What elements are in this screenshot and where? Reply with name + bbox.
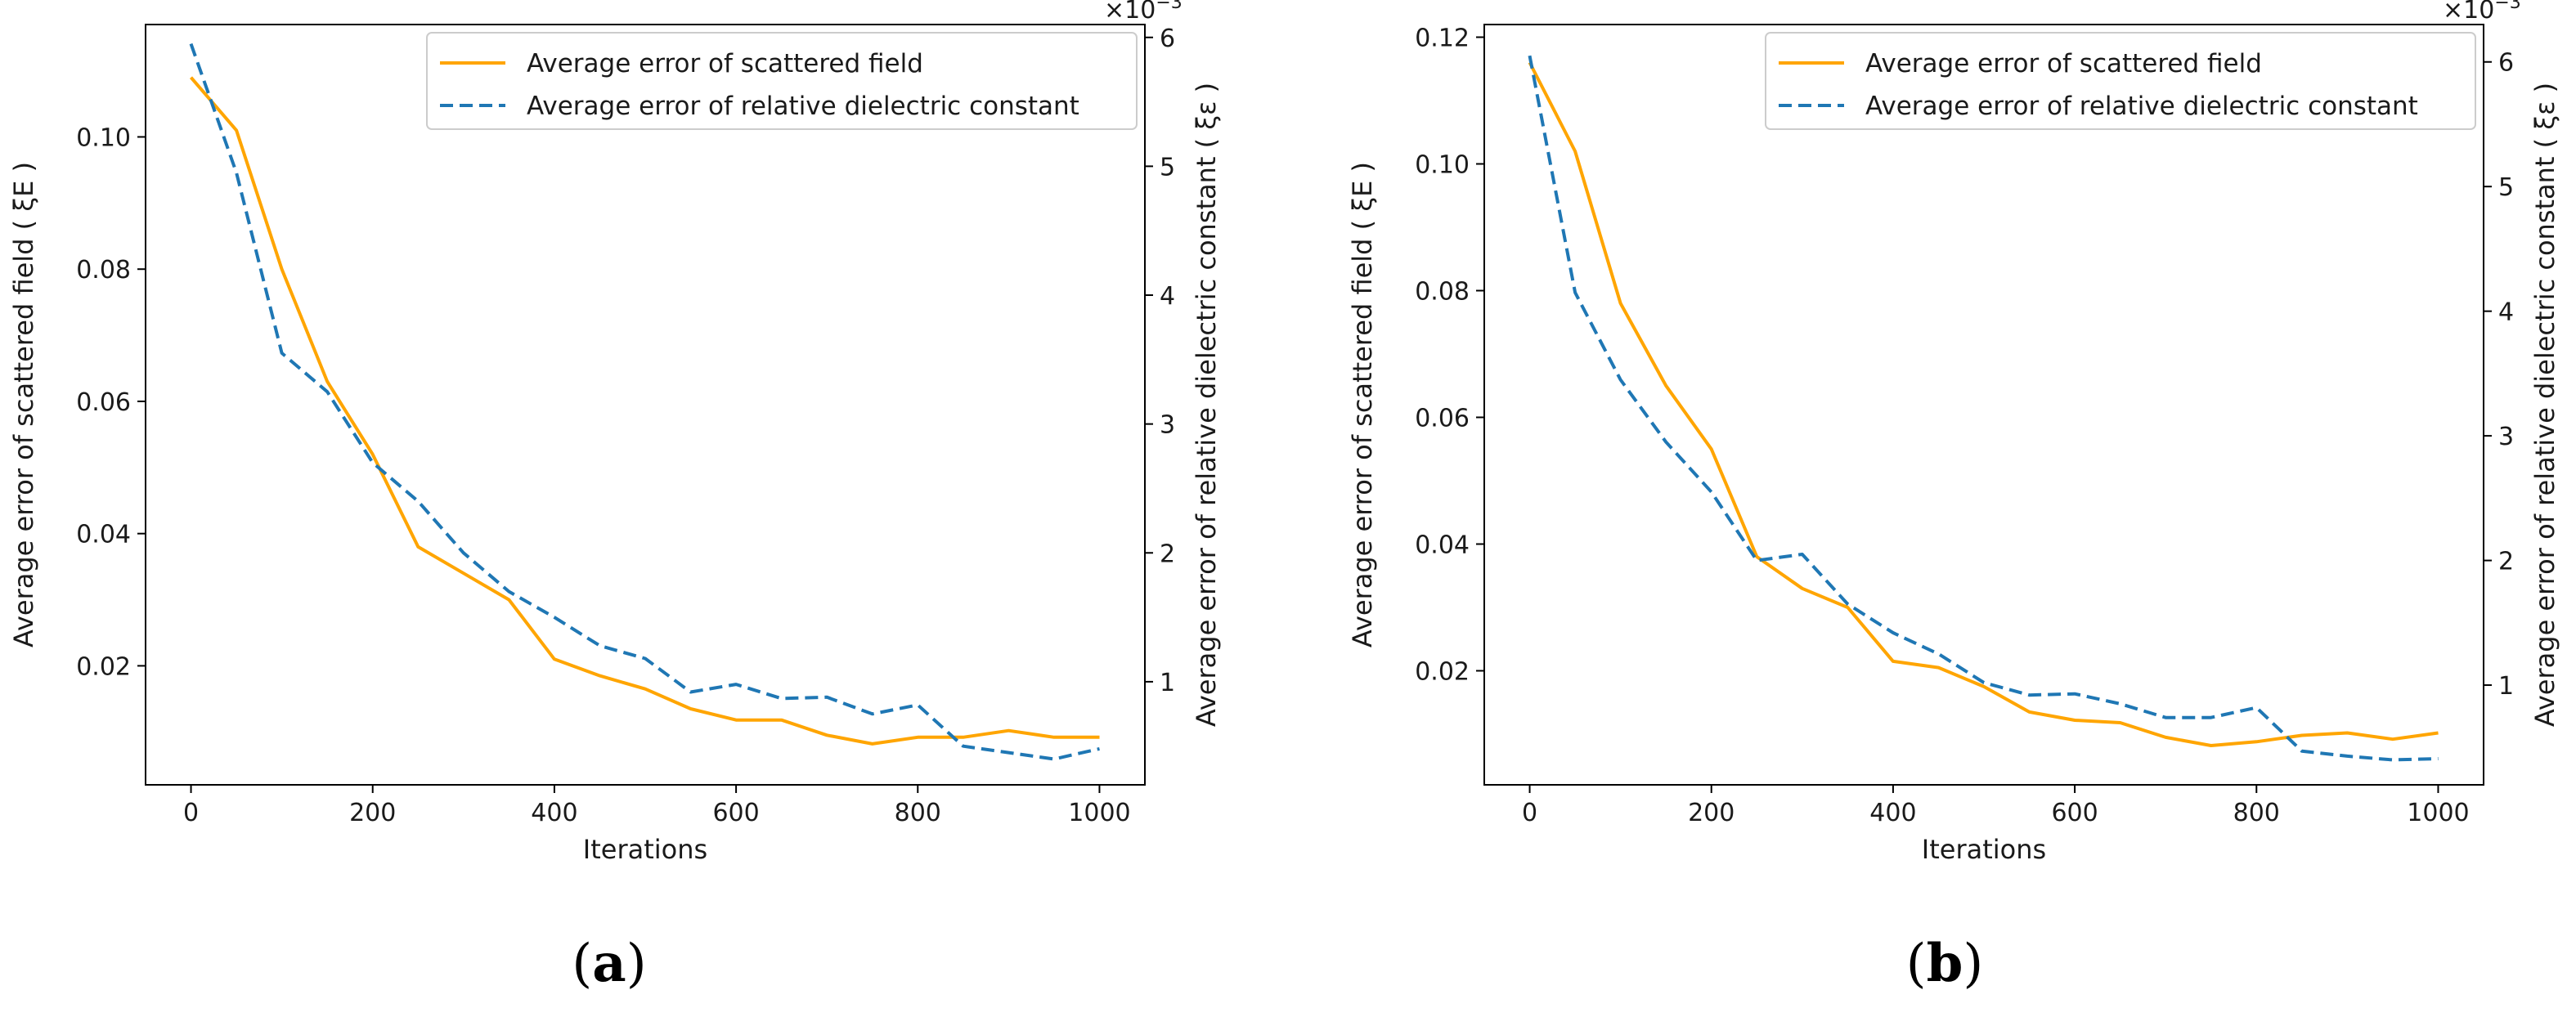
series-line-scattered-field: [1528, 61, 2439, 747]
chart-panel-b: 0 200 400 600 800 1000 0.02 0.04 0.06 0.08 0.10 0.1…: [1347, 0, 2560, 994]
legend: Average error of scattered field Average …: [426, 32, 1138, 130]
y-left-tick-label: 0.12: [1415, 25, 1470, 53]
right-axis-multiplier: ×10−3: [1104, 0, 1183, 25]
x-tick-label: 1000: [1068, 799, 1130, 827]
y-left-axis-label: Average error of scattered field ( ξE ): [8, 162, 39, 647]
x-tick-label: 800: [2233, 799, 2280, 827]
y-right-axis-label: Average error of relative dielectric con…: [1191, 83, 1222, 727]
y-right-tick-label: 4: [2498, 298, 2514, 327]
series-line-dielectric-constant: [189, 43, 1100, 761]
x-tick-label: 0: [183, 799, 199, 827]
legend-entry: Average error of scattered field: [527, 49, 923, 78]
x-tick-label: 0: [1522, 799, 1537, 827]
x-tick-label: 1000: [2407, 799, 2469, 827]
legend-entry: Average error of scattered field: [1865, 49, 2262, 78]
x-tick-label: 600: [2051, 799, 2098, 827]
plot-frame: [1483, 24, 2484, 786]
series-line-dielectric-constant: [1528, 55, 2439, 762]
y-left-tick-label: 0.06: [1415, 405, 1470, 433]
y-right-tick-label: 5: [2498, 173, 2514, 202]
x-tick-label: 400: [1869, 799, 1916, 827]
chart-panel-a: 0 200 400 600 800 1000 0.02 0.04 0.06 0.08 0.10 1 2 3…: [8, 0, 1222, 994]
legend: Average error of scattered field Average …: [1765, 32, 2476, 130]
y-right-tick-label: 1: [1160, 669, 1175, 697]
x-axis-label: Iterations: [583, 834, 707, 865]
y-right-tick-label: 2: [1160, 540, 1175, 568]
panel-label: (a): [572, 933, 646, 994]
y-right-tick-label: 2: [2498, 548, 2514, 576]
y-left-tick-label: 0.02: [1415, 658, 1470, 687]
series-line-scattered-field: [189, 76, 1100, 746]
legend-box: [426, 32, 1138, 130]
right-axis-multiplier: ×10−3: [2443, 0, 2521, 25]
y-right-axis-label: Average error of relative dielectric con…: [2529, 83, 2560, 727]
x-tick-label: 800: [895, 799, 941, 827]
y-left-tick-label: 0.08: [1415, 278, 1470, 307]
x-tick-label: 200: [349, 799, 396, 827]
y-left-axis-label: Average error of scattered field ( ξE ): [1347, 162, 1378, 647]
y-right-tick-label: 6: [1160, 25, 1175, 53]
y-right-tick-label: 3: [1160, 411, 1175, 440]
x-tick-label: 400: [531, 799, 577, 827]
legend-entry: Average error of relative dielectric con…: [1865, 92, 2418, 121]
x-axis-label: Iterations: [1922, 834, 2046, 865]
x-tick-label: 200: [1688, 799, 1735, 827]
legend-box: [1765, 32, 2476, 130]
plot-frame: [145, 24, 1146, 786]
y-right-tick-label: 3: [2498, 423, 2514, 451]
y-left-tick-label: 0.10: [76, 123, 131, 152]
y-right-tick-label: 4: [1160, 282, 1175, 311]
y-right-tick-label: 5: [1160, 153, 1175, 181]
x-tick-label: 600: [712, 799, 759, 827]
y-left-tick-label: 0.10: [1415, 151, 1470, 180]
y-right-tick-label: 1: [2498, 672, 2514, 701]
y-left-tick-label: 0.04: [76, 521, 131, 549]
y-left-tick-label: 0.02: [76, 652, 131, 681]
y-left-tick-label: 0.08: [76, 256, 131, 284]
y-left-tick-label: 0.04: [1415, 531, 1470, 560]
y-right-tick-label: 6: [2498, 49, 2514, 78]
panel-label: (b): [1906, 933, 1984, 994]
y-left-tick-label: 0.06: [76, 388, 131, 417]
legend-entry: Average error of relative dielectric con…: [527, 92, 1079, 121]
